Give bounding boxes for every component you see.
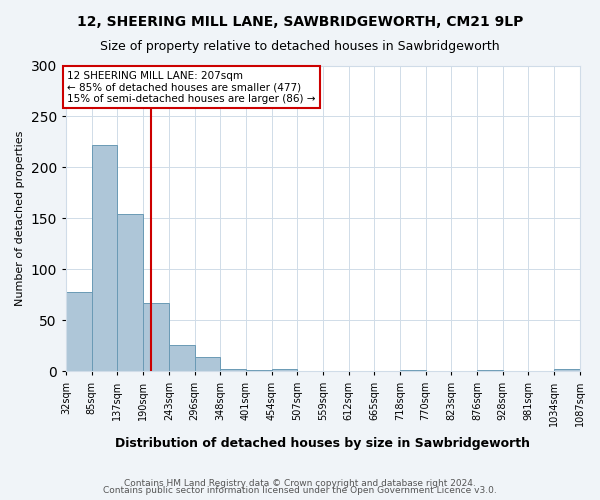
Bar bbox=[400, 370, 425, 372]
Bar bbox=[169, 345, 194, 372]
Bar bbox=[477, 370, 503, 372]
Bar bbox=[220, 370, 246, 372]
Bar bbox=[272, 370, 298, 372]
Text: Size of property relative to detached houses in Sawbridgeworth: Size of property relative to detached ho… bbox=[100, 40, 500, 53]
Bar bbox=[194, 357, 220, 372]
Y-axis label: Number of detached properties: Number of detached properties bbox=[15, 131, 25, 306]
Text: 12 SHEERING MILL LANE: 207sqm
← 85% of detached houses are smaller (477)
15% of : 12 SHEERING MILL LANE: 207sqm ← 85% of d… bbox=[67, 70, 316, 104]
Bar bbox=[246, 370, 272, 372]
Text: Contains HM Land Registry data © Crown copyright and database right 2024.: Contains HM Land Registry data © Crown c… bbox=[124, 478, 476, 488]
Text: 12, SHEERING MILL LANE, SAWBRIDGEWORTH, CM21 9LP: 12, SHEERING MILL LANE, SAWBRIDGEWORTH, … bbox=[77, 15, 523, 29]
Text: Contains public sector information licensed under the Open Government Licence v3: Contains public sector information licen… bbox=[103, 486, 497, 495]
Bar bbox=[554, 370, 580, 372]
Bar bbox=[143, 303, 169, 372]
Bar bbox=[117, 214, 143, 372]
Bar bbox=[66, 292, 92, 372]
Bar bbox=[92, 145, 117, 372]
X-axis label: Distribution of detached houses by size in Sawbridgeworth: Distribution of detached houses by size … bbox=[115, 437, 530, 450]
